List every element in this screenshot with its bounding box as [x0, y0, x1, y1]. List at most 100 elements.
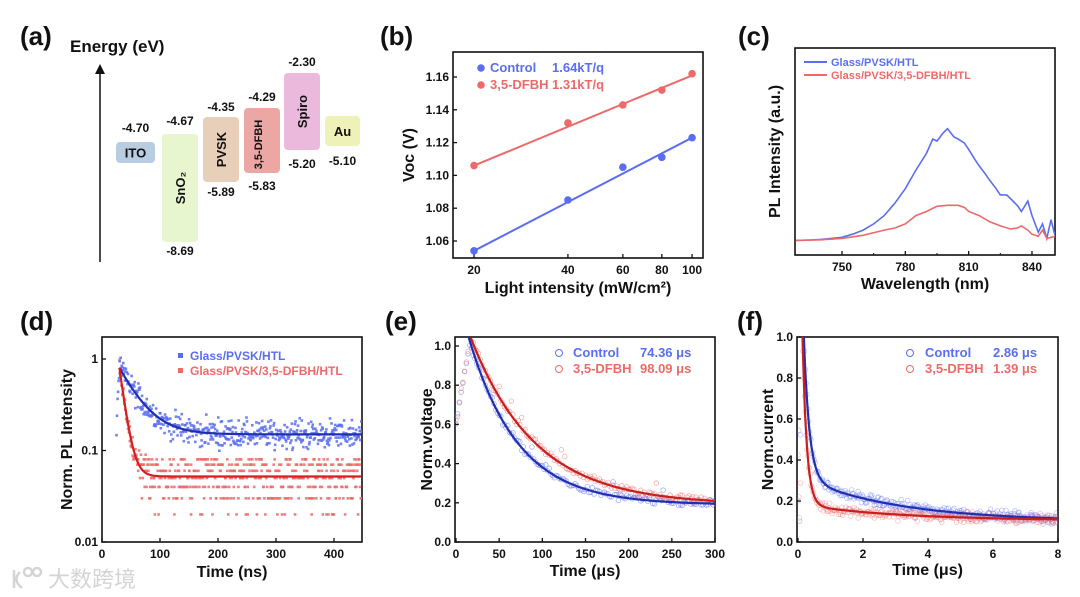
data-point — [253, 442, 257, 446]
data-point — [137, 449, 141, 452]
data-point — [285, 458, 288, 461]
data-point — [274, 437, 278, 441]
data-point — [121, 361, 125, 365]
data-point — [253, 469, 257, 473]
data-point — [187, 469, 191, 473]
data-point — [160, 476, 163, 480]
data-point — [243, 435, 247, 439]
data-point — [120, 365, 124, 369]
data-point — [619, 101, 627, 109]
data-point — [168, 417, 172, 420]
data-point — [223, 441, 226, 445]
data-point — [218, 449, 221, 453]
data-point — [286, 437, 290, 441]
data-point — [320, 485, 324, 489]
data-point — [253, 431, 256, 434]
layer-top-energy: -4.29 — [248, 90, 276, 104]
data-point — [343, 469, 347, 473]
data-point — [353, 431, 357, 435]
data-point — [201, 476, 205, 480]
data-point — [304, 430, 307, 434]
data-point — [221, 485, 224, 489]
data-point — [315, 476, 319, 480]
y-tick-label: 0.0 — [434, 535, 451, 549]
data-point — [181, 458, 185, 461]
data-point — [172, 497, 175, 500]
data-point — [330, 476, 334, 480]
data-point — [293, 422, 297, 426]
data-point — [357, 426, 361, 429]
data-point — [245, 416, 248, 419]
data-point — [198, 458, 201, 461]
data-point — [322, 476, 326, 480]
data-point — [198, 485, 201, 489]
data-point — [215, 434, 219, 437]
layer-top-energy: -4.70 — [122, 121, 150, 135]
data-point — [332, 513, 336, 516]
data-point — [1050, 520, 1056, 526]
data-point — [260, 469, 263, 473]
data-point — [242, 463, 246, 466]
panel-d-trpl: 0 100 200 300 400 0.01 0.1 1 Time (ns) Norm. PL I… — [59, 336, 363, 581]
data-point — [247, 458, 250, 461]
layer-bottom-energy: -5.89 — [207, 185, 235, 199]
data-point — [206, 469, 210, 473]
data-point — [179, 485, 183, 489]
data-point — [230, 476, 234, 480]
data-point — [196, 421, 199, 424]
data-point — [343, 437, 347, 440]
data-point — [159, 426, 163, 430]
data-point — [126, 372, 130, 376]
data-point — [797, 518, 803, 524]
data-point — [255, 441, 259, 445]
data-point — [258, 497, 262, 500]
data-point — [353, 434, 356, 438]
data-point — [259, 426, 263, 430]
data-point — [265, 469, 269, 473]
data-point — [875, 494, 882, 500]
data-point — [296, 485, 300, 489]
data-point — [353, 458, 356, 461]
data-point — [237, 497, 240, 500]
data-point — [238, 476, 242, 480]
data-point — [243, 423, 246, 427]
layer-bottom-energy: -5.83 — [248, 179, 276, 193]
data-point — [317, 458, 321, 461]
data-point — [188, 485, 192, 489]
data-point — [354, 485, 358, 489]
data-point — [148, 485, 152, 489]
data-point — [802, 337, 805, 338]
data-point — [182, 439, 186, 443]
data-point — [353, 469, 356, 473]
data-point — [295, 431, 298, 435]
data-point — [332, 429, 336, 432]
data-point — [350, 437, 353, 440]
data-point — [306, 476, 310, 480]
data-point — [189, 463, 193, 466]
data-point — [330, 422, 333, 425]
data-point — [150, 458, 154, 461]
data-point — [302, 476, 305, 480]
x-tick-label: 40 — [561, 263, 575, 277]
data-point — [237, 434, 241, 438]
x-tick-label: 840 — [1022, 260, 1042, 274]
data-point — [187, 441, 190, 444]
data-point — [315, 497, 318, 500]
x-tick-label: 300 — [266, 547, 286, 561]
data-point — [848, 487, 855, 493]
data-point — [341, 436, 345, 439]
data-point — [268, 469, 272, 473]
data-point — [266, 442, 269, 445]
data-point — [259, 431, 262, 435]
fit-line-control — [473, 136, 693, 252]
data-point — [360, 420, 362, 423]
energy-axis-label: Energy (eV) — [70, 37, 164, 56]
data-point — [163, 413, 167, 416]
data-point — [283, 423, 286, 427]
data-point — [242, 469, 246, 473]
legend-lifetime: 2.86 μs — [993, 345, 1037, 360]
data-point — [465, 351, 471, 357]
data-point — [256, 434, 260, 437]
data-point — [225, 458, 229, 461]
